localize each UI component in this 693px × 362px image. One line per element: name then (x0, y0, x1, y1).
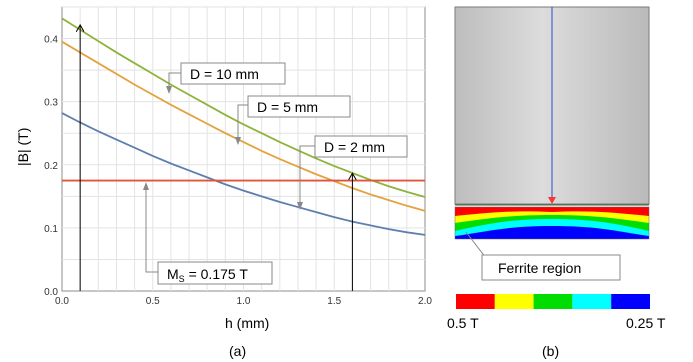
y-tick-label: 0.4 (44, 35, 58, 46)
tick-labels: 0.0 0.5 1.0 1.5 2.0 0.0 0.1 0.2 0.3 0.4 (44, 35, 432, 307)
x-axis-label: h (mm) (225, 315, 269, 331)
caption-b: (b) (542, 343, 559, 359)
series-label-d5: D = 5 mm (257, 99, 318, 115)
series-line-d10 (61, 17, 426, 198)
y-tick-label: 0.2 (44, 161, 58, 172)
caption-a: (a) (229, 343, 246, 359)
scale-segment (456, 294, 495, 309)
series-label-d2: D = 2 mm (324, 139, 385, 155)
series-label-ms: MS = 0.175 T (167, 266, 248, 284)
scale-segment (572, 294, 612, 309)
y-tick-label: 0.3 (44, 98, 58, 109)
series-line-d5 (61, 40, 426, 212)
annotation-d2: D = 2 mm (297, 135, 408, 210)
x-tick-label: 1.0 (237, 296, 251, 307)
x-tick-label: 2.0 (418, 296, 432, 307)
scale-segment (611, 294, 650, 309)
vertical-arrows (80, 26, 352, 291)
y-tick-label: 0.1 (44, 224, 58, 235)
region-label: Ferrite region (498, 260, 581, 276)
y-axis-label: |B| (T) (15, 128, 31, 166)
annotation-ms: MS = 0.175 T (143, 182, 273, 285)
x-tick-label: 0.0 (55, 296, 69, 307)
series-line-d2 (61, 112, 426, 236)
scale-min-label: 0.25 T (626, 315, 666, 331)
panel-b-simulation: Ferrite region 0.5 T 0.25 T (b) (447, 6, 666, 359)
series-label-d10: D = 10 mm (190, 66, 259, 82)
annotation-d10: D = 10 mm (166, 62, 286, 94)
ferrite-field-map (454, 206, 650, 240)
x-tick-label: 1.5 (327, 296, 341, 307)
x-tick-label: 0.5 (146, 296, 160, 307)
scale-segment (494, 294, 534, 309)
region-label-box (481, 254, 621, 281)
chart-panel-a: 0.0 0.5 1.0 1.5 2.0 0.0 0.1 0.2 0.3 0.4 D = 10 mm… (15, 6, 432, 359)
annotation-d5: D = 5 mm (235, 95, 351, 145)
y-tick-label: 0.0 (44, 287, 58, 298)
color-scale-bar (456, 294, 650, 309)
scale-max-label: 0.5 T (447, 315, 479, 331)
series-lines (61, 17, 426, 236)
scale-segment (533, 294, 573, 309)
